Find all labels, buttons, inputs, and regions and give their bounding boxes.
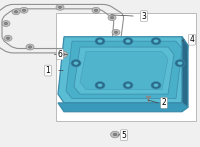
Circle shape [154, 39, 158, 43]
Circle shape [2, 21, 10, 26]
Circle shape [111, 131, 119, 138]
Text: 2: 2 [162, 98, 166, 107]
Circle shape [59, 51, 67, 58]
Polygon shape [182, 37, 188, 107]
Circle shape [100, 44, 108, 50]
Circle shape [95, 82, 105, 89]
Circle shape [113, 133, 117, 136]
Circle shape [108, 15, 116, 21]
Circle shape [92, 7, 100, 13]
Circle shape [123, 37, 133, 45]
Circle shape [64, 49, 68, 51]
Circle shape [114, 31, 118, 34]
Text: 5: 5 [122, 131, 126, 140]
Text: 6: 6 [58, 50, 62, 59]
Text: 1: 1 [46, 66, 50, 75]
Circle shape [151, 82, 161, 89]
Circle shape [94, 9, 98, 11]
Circle shape [56, 4, 64, 10]
Circle shape [178, 61, 182, 65]
Circle shape [28, 46, 32, 48]
Polygon shape [66, 41, 182, 98]
Circle shape [71, 60, 81, 67]
FancyBboxPatch shape [56, 13, 196, 121]
Circle shape [102, 46, 106, 48]
Circle shape [58, 6, 62, 9]
Circle shape [12, 9, 20, 15]
Circle shape [151, 37, 161, 45]
Circle shape [95, 37, 105, 45]
Circle shape [61, 53, 65, 56]
Polygon shape [58, 37, 188, 103]
Circle shape [22, 9, 26, 11]
Circle shape [126, 83, 130, 87]
Circle shape [123, 82, 133, 89]
Circle shape [6, 37, 10, 39]
Text: 3: 3 [142, 12, 146, 21]
Circle shape [4, 35, 12, 41]
Circle shape [20, 7, 28, 13]
Circle shape [126, 39, 130, 43]
Polygon shape [58, 103, 188, 112]
Circle shape [14, 11, 18, 13]
Text: 4: 4 [190, 35, 194, 44]
Circle shape [74, 61, 78, 65]
Circle shape [62, 47, 70, 53]
Circle shape [26, 44, 34, 50]
Circle shape [98, 39, 102, 43]
Circle shape [4, 22, 8, 25]
Circle shape [154, 83, 158, 87]
Circle shape [98, 83, 102, 87]
Polygon shape [80, 51, 168, 90]
Circle shape [110, 16, 114, 19]
Circle shape [175, 60, 185, 67]
Circle shape [112, 29, 120, 35]
Polygon shape [74, 47, 174, 94]
